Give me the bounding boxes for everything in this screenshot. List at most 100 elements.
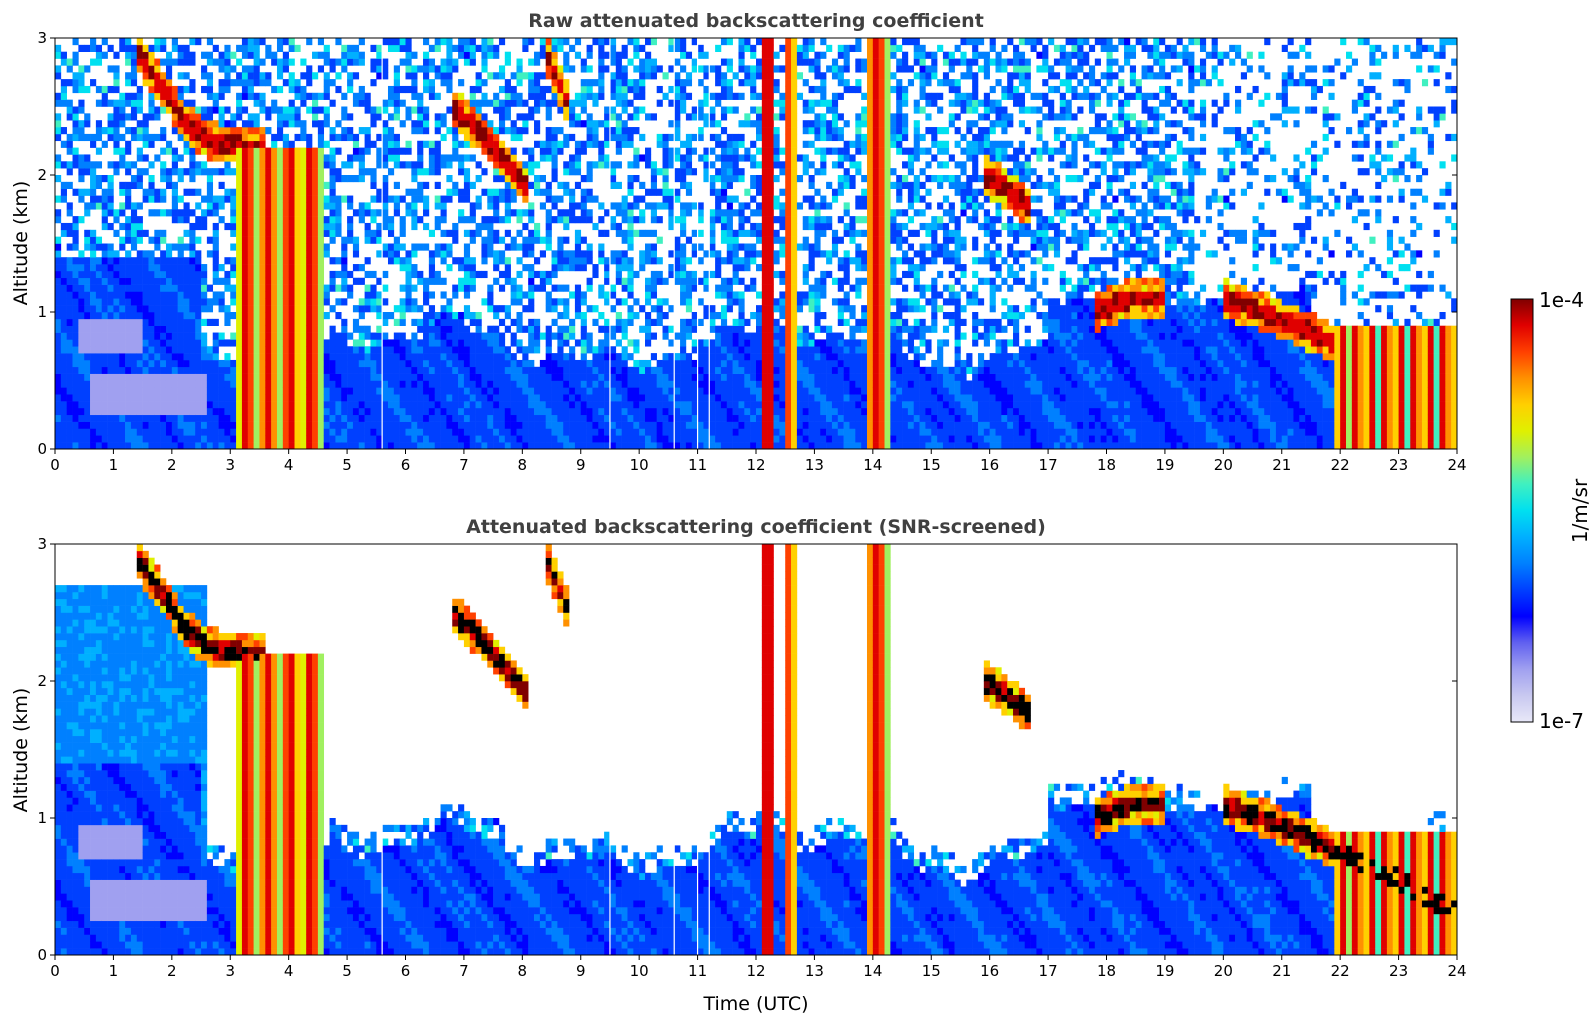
heatmap-cell	[136, 380, 143, 388]
heatmap-cell	[563, 325, 570, 333]
heatmap-cell	[487, 222, 494, 231]
heatmap-cell	[66, 106, 73, 114]
heatmap-cell	[510, 394, 517, 402]
heatmap-cell	[720, 339, 728, 347]
heatmap-cell	[580, 353, 587, 361]
heatmap-cell	[639, 209, 646, 217]
heatmap-cell	[598, 147, 605, 155]
heatmap-cell	[130, 380, 138, 388]
heatmap-cell	[335, 435, 342, 443]
heatmap-cell	[171, 257, 178, 265]
heatmap-cell	[650, 421, 657, 429]
heatmap-cell	[95, 181, 103, 189]
heatmap-cell	[382, 58, 389, 66]
heatmap-cell	[563, 428, 570, 436]
heatmap-cell	[347, 284, 354, 292]
heatmap-cell	[680, 339, 687, 347]
heatmap-cell	[247, 407, 254, 416]
heatmap-cell	[306, 216, 313, 224]
heatmap-cell	[674, 332, 681, 340]
heatmap-cell	[84, 133, 91, 142]
heatmap-cell	[189, 366, 196, 374]
heatmap-cell	[282, 154, 289, 162]
heatmap-cell	[411, 106, 418, 114]
heatmap-cell	[720, 277, 728, 285]
heatmap-cell	[720, 229, 728, 237]
heatmap-cell	[411, 195, 418, 203]
heatmap-cell	[440, 305, 447, 313]
heatmap-cell	[417, 346, 424, 354]
heatmap-cell	[458, 339, 465, 347]
heatmap-cell	[440, 250, 447, 258]
heatmap-cell	[312, 270, 319, 279]
heatmap-cell	[528, 421, 535, 429]
heatmap-cell	[405, 414, 412, 422]
heatmap-cell	[382, 147, 389, 155]
heatmap-cell	[347, 72, 354, 80]
heatmap-cell	[352, 387, 360, 395]
heatmap-cell	[358, 92, 365, 100]
heatmap-cell	[78, 270, 85, 279]
heatmap-cell	[107, 332, 114, 340]
heatmap-cell	[165, 435, 173, 443]
heatmap-cell	[236, 318, 243, 326]
heatmap-cell	[282, 394, 289, 402]
heatmap-cell	[516, 394, 523, 402]
heatmap-cell	[236, 332, 243, 340]
heatmap-cell	[130, 435, 138, 443]
heatmap-cell	[107, 387, 114, 395]
heatmap-cell	[317, 346, 325, 354]
heatmap-cell	[66, 414, 73, 422]
heatmap-cell	[259, 106, 266, 114]
heatmap-cell	[317, 181, 325, 189]
heatmap-cell	[130, 284, 138, 292]
heatmap-cell	[218, 133, 225, 142]
heatmap-cell	[142, 339, 149, 347]
heatmap-cell	[615, 58, 622, 66]
heatmap-cell	[598, 92, 605, 100]
heatmap-cell	[545, 442, 552, 449]
heatmap-cell	[475, 442, 482, 449]
heatmap-cell	[288, 38, 295, 46]
heatmap-cell	[101, 85, 108, 94]
heatmap-cell	[685, 209, 693, 217]
heatmap-cell	[405, 65, 412, 73]
heatmap-cell	[90, 387, 97, 395]
heatmap-cell	[84, 421, 91, 429]
heatmap-cell	[557, 236, 564, 244]
heatmap-cell	[458, 195, 465, 203]
heatmap-cell	[680, 387, 687, 395]
heatmap-cell	[323, 72, 330, 80]
heatmap-cell	[241, 216, 249, 224]
heatmap-cell	[592, 140, 599, 148]
heatmap-cell	[119, 284, 126, 292]
heatmap-cell	[580, 312, 587, 320]
heatmap-cell	[236, 202, 243, 210]
heatmap-cell	[481, 270, 488, 279]
heatmap-cell	[715, 202, 722, 210]
heatmap-cell	[428, 435, 436, 443]
heatmap-cell	[469, 312, 476, 320]
heatmap-cell	[656, 442, 663, 449]
heatmap-cell	[376, 113, 383, 121]
heatmap-cell	[656, 305, 663, 313]
heatmap-cell	[317, 435, 325, 443]
heatmap-cell	[434, 312, 441, 320]
heatmap-cell	[458, 154, 465, 162]
heatmap-cell	[487, 140, 494, 148]
heatmap-cell	[539, 284, 546, 292]
heatmap-cell	[364, 421, 371, 429]
heatmap-cell	[300, 284, 307, 292]
heatmap-cell	[609, 106, 617, 114]
heatmap-cell	[352, 264, 360, 272]
heatmap-cell	[399, 305, 406, 313]
heatmap-cell	[142, 401, 149, 409]
heatmap-cell	[399, 428, 406, 436]
heatmap-cell	[271, 188, 278, 196]
heatmap-cell	[417, 147, 424, 155]
heatmap-cell	[504, 58, 511, 66]
heatmap-cell	[247, 284, 254, 292]
heatmap-cell	[271, 305, 278, 313]
heatmap-cell	[201, 195, 208, 203]
heatmap-cell	[201, 435, 208, 443]
